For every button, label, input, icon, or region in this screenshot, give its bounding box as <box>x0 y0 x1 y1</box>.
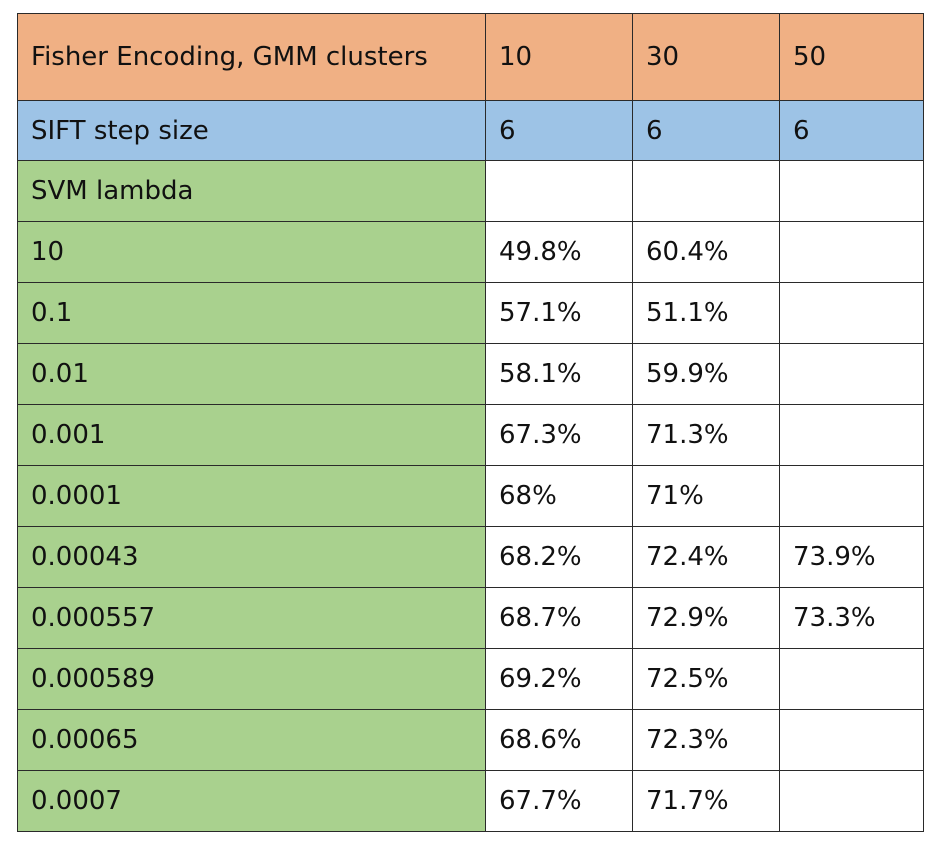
table-row: 0.0001 68% 71% <box>17 465 924 527</box>
empty-cell <box>779 160 924 222</box>
sift-value-30: 6 <box>632 100 780 161</box>
accuracy-cell <box>779 221 924 283</box>
lambda-cell: 0.00043 <box>17 526 486 588</box>
svm-label-row: SVM lambda <box>17 160 924 222</box>
accuracy-cell: 57.1% <box>485 282 633 344</box>
header-clusters-30: 30 <box>632 13 780 101</box>
table-row: 0.000589 69.2% 72.5% <box>17 648 924 710</box>
lambda-cell: 0.001 <box>17 404 486 466</box>
accuracy-cell <box>779 770 924 832</box>
lambda-cell: 0.00065 <box>17 709 486 771</box>
table-row: 0.00043 68.2% 72.4% 73.9% <box>17 526 924 588</box>
table-row: 0.00065 68.6% 72.3% <box>17 709 924 771</box>
lambda-cell: 10 <box>17 221 486 283</box>
sift-value-50: 6 <box>779 100 924 161</box>
header-label: Fisher Encoding, GMM clusters <box>17 13 486 101</box>
accuracy-cell: 67.7% <box>485 770 633 832</box>
accuracy-cell: 60.4% <box>632 221 780 283</box>
lambda-cell: 0.000557 <box>17 587 486 649</box>
accuracy-cell: 72.4% <box>632 526 780 588</box>
sift-value-10: 6 <box>485 100 633 161</box>
lambda-cell: 0.000589 <box>17 648 486 710</box>
lambda-cell: 0.01 <box>17 343 486 405</box>
accuracy-cell <box>779 404 924 466</box>
accuracy-cell <box>779 282 924 344</box>
table-row: 10 49.8% 60.4% <box>17 221 924 283</box>
header-clusters-50: 50 <box>779 13 924 101</box>
accuracy-cell <box>779 709 924 771</box>
header-clusters-10: 10 <box>485 13 633 101</box>
accuracy-cell: 49.8% <box>485 221 633 283</box>
accuracy-cell: 68% <box>485 465 633 527</box>
empty-cell <box>632 160 780 222</box>
accuracy-cell: 72.5% <box>632 648 780 710</box>
accuracy-cell: 71.7% <box>632 770 780 832</box>
accuracy-cell: 51.1% <box>632 282 780 344</box>
accuracy-cell: 69.2% <box>485 648 633 710</box>
header-row: Fisher Encoding, GMM clusters 10 30 50 <box>17 13 924 101</box>
accuracy-cell: 73.9% <box>779 526 924 588</box>
accuracy-cell: 59.9% <box>632 343 780 405</box>
results-table-container: Fisher Encoding, GMM clusters 10 30 50 S… <box>17 13 924 832</box>
table-row: 0.0007 67.7% 71.7% <box>17 770 924 832</box>
empty-cell <box>485 160 633 222</box>
lambda-cell: 0.1 <box>17 282 486 344</box>
accuracy-cell <box>779 465 924 527</box>
accuracy-cell: 67.3% <box>485 404 633 466</box>
table-row: 0.001 67.3% 71.3% <box>17 404 924 466</box>
accuracy-cell: 68.2% <box>485 526 633 588</box>
accuracy-cell: 72.3% <box>632 709 780 771</box>
table-row: 0.01 58.1% 59.9% <box>17 343 924 405</box>
accuracy-cell: 73.3% <box>779 587 924 649</box>
svm-lambda-label: SVM lambda <box>17 160 486 222</box>
accuracy-cell: 71.3% <box>632 404 780 466</box>
accuracy-cell <box>779 648 924 710</box>
lambda-cell: 0.0007 <box>17 770 486 832</box>
table-row: 0.1 57.1% 51.1% <box>17 282 924 344</box>
table-row: 0.000557 68.7% 72.9% 73.3% <box>17 587 924 649</box>
accuracy-cell: 58.1% <box>485 343 633 405</box>
accuracy-cell: 68.6% <box>485 709 633 771</box>
lambda-cell: 0.0001 <box>17 465 486 527</box>
sift-label: SIFT step size <box>17 100 486 161</box>
sift-row: SIFT step size 6 6 6 <box>17 100 924 161</box>
results-table: Fisher Encoding, GMM clusters 10 30 50 S… <box>17 13 924 832</box>
accuracy-cell: 68.7% <box>485 587 633 649</box>
accuracy-cell <box>779 343 924 405</box>
accuracy-cell: 71% <box>632 465 780 527</box>
accuracy-cell: 72.9% <box>632 587 780 649</box>
